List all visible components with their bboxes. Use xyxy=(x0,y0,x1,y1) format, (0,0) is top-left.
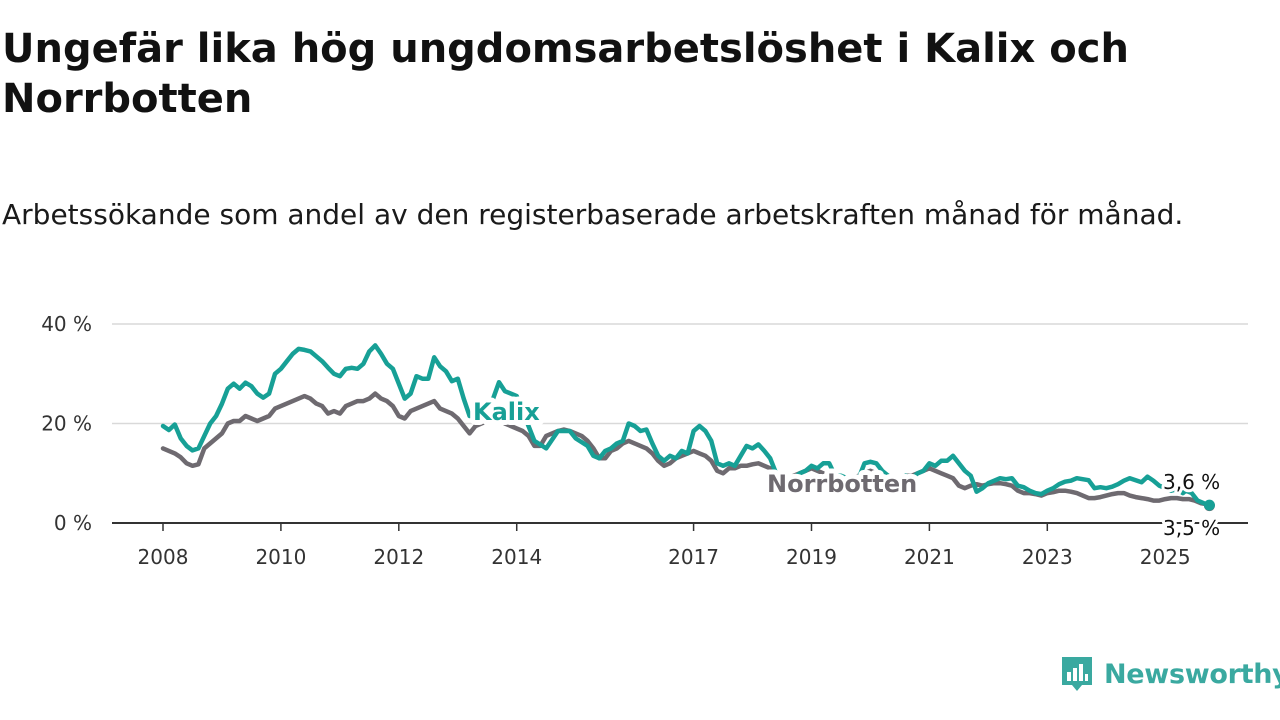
x-tick-label: 2012 xyxy=(373,545,424,569)
x-tick-label: 2021 xyxy=(904,545,955,569)
newsworthy-logo: Newsworthy xyxy=(1060,654,1280,694)
series-label-kalix: Kalix xyxy=(473,398,540,426)
newsworthy-logo-text: Newsworthy xyxy=(1104,658,1280,690)
x-tick-label: 2019 xyxy=(786,545,837,569)
series-label-norrbotten: Norrbotten xyxy=(767,470,917,498)
end-value-label-kalix: 3,6 % xyxy=(1163,470,1220,494)
series-line-kalix xyxy=(160,343,1212,508)
x-tick-label: 2025 xyxy=(1140,545,1191,569)
x-tick-label: 2008 xyxy=(138,545,189,569)
newsworthy-logo-icon xyxy=(1062,657,1092,691)
x-tick-label: 2017 xyxy=(668,545,719,569)
x-tick-label: 2023 xyxy=(1022,545,1073,569)
chart-subtitle: Arbetssökande som andel av den registerb… xyxy=(2,198,1184,231)
y-tick-label: 20 % xyxy=(41,412,92,436)
x-tick-label: 2010 xyxy=(255,545,306,569)
end-value-label-norrbotten: 3,5 % xyxy=(1163,516,1220,540)
y-tick-label: 40 % xyxy=(41,312,92,336)
y-tick-label: 0 % xyxy=(54,511,92,535)
series-end-point-kalix xyxy=(1203,499,1215,511)
chart-title: Ungefär lika hög ungdomsarbetslöshet i K… xyxy=(2,26,1129,122)
x-tick-label: 2014 xyxy=(491,545,542,569)
